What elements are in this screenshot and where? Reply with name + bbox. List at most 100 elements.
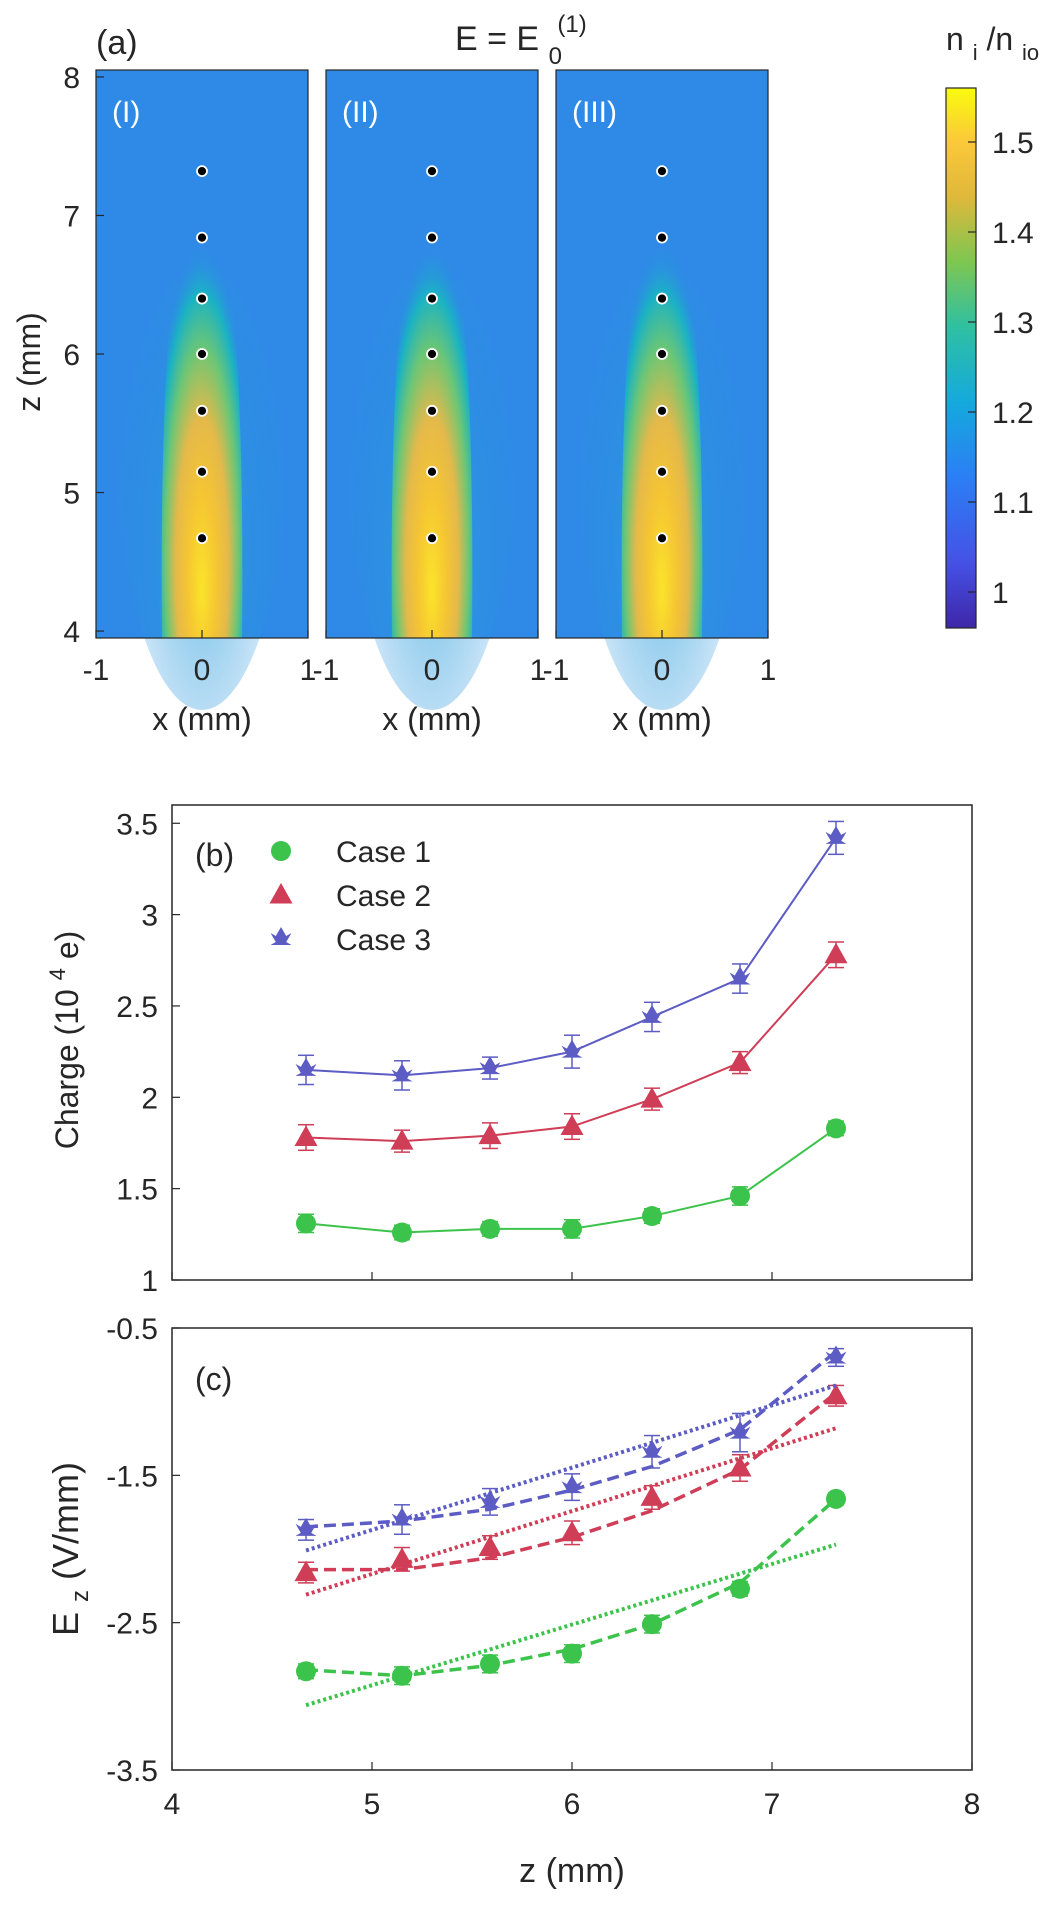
circle-marker	[562, 1643, 582, 1664]
panel-c-x-tick-label: 7	[764, 1788, 781, 1821]
panel-c-ylabel-sub: z	[67, 1590, 94, 1602]
panel-b-ylabel-main: Charge (10	[49, 989, 85, 1149]
star-marker	[641, 1439, 663, 1458]
colorbar-label-i: i	[973, 40, 978, 65]
dust-particle	[196, 348, 208, 360]
panel-c-y-tick-label: -3.5	[106, 1755, 158, 1788]
dust-particle	[656, 231, 668, 244]
panel-b-series-2	[294, 941, 848, 1153]
panel-c-y-tick-label: -2.5	[106, 1608, 158, 1641]
panel-a-title-base: E = E	[455, 20, 539, 58]
heatmap-x-axis-label: x (mm)	[382, 701, 482, 737]
colorbar-label-io: io	[1022, 40, 1039, 65]
dust-particle	[426, 404, 438, 417]
colorbar-tick-label: 1	[992, 577, 1009, 610]
panel-c-y-tick-label: -1.5	[106, 1460, 158, 1493]
panel-b-y-tick-label: 2.5	[116, 991, 158, 1024]
panel-b-plot: 1 1.5 2 2.5 3 3.5	[116, 808, 973, 1298]
circle-marker	[562, 1218, 582, 1239]
panel-b-series-1	[296, 1118, 846, 1243]
dust-particle	[426, 165, 438, 178]
star-marker	[729, 966, 751, 985]
colorbar-label-slash: /n	[986, 21, 1013, 57]
dust-particle	[196, 465, 208, 478]
dust-particle	[196, 292, 208, 305]
heatmap-y-tick-label: 7	[63, 200, 80, 233]
panel-a-title-sub: 0	[549, 43, 562, 70]
heatmap-y-axis: 4 5 6 7 8	[63, 62, 104, 649]
circle-marker	[392, 1222, 412, 1243]
star-marker	[479, 1056, 501, 1075]
dust-particle	[426, 292, 438, 305]
star-marker	[561, 1475, 583, 1494]
colorbar-ticks: 1 1.1 1.2 1.3 1.4 1.5	[968, 127, 1034, 610]
panel-b-y-tick-label: 3	[141, 900, 158, 933]
colorbar-label-n: n	[946, 21, 964, 57]
dust-particle	[656, 532, 668, 545]
heatmap-panel-2: (II) -1 0 1 x (mm)	[313, 69, 547, 737]
circle-marker	[730, 1185, 750, 1206]
circle-marker	[480, 1653, 500, 1674]
heatmap-x-tick-label: 0	[194, 654, 211, 687]
star-marker	[479, 1489, 501, 1508]
panel-c-plot: -3.5 -2.5 -1.5 -0.5	[106, 1313, 848, 1788]
panel-c-x-tick-label: 4	[164, 1788, 181, 1821]
circle-marker	[730, 1578, 750, 1599]
colorbar-tick-label: 1.2	[992, 397, 1034, 430]
triangle-marker	[728, 1050, 752, 1072]
star-marker	[295, 1057, 317, 1076]
circle-marker	[480, 1218, 500, 1239]
heatmap-x-axis-label: x (mm)	[612, 701, 712, 737]
heatmap-y-tick-label: 5	[63, 478, 80, 511]
dust-particle	[426, 465, 438, 478]
panel-b-ylabel-exp: 4	[45, 968, 70, 980]
panel-c-label: (c)	[195, 1361, 232, 1397]
circle-marker	[296, 1213, 316, 1234]
panel-b-y-axis-label: Charge (10 4 e)	[36, 931, 85, 1150]
star-marker	[391, 1063, 413, 1082]
dust-particle	[656, 348, 668, 360]
heatmap-x-tick-label: -1	[543, 654, 570, 687]
panel-b-ylabel-unit: e)	[49, 931, 85, 959]
triangle-marker	[294, 1560, 318, 1582]
panel-b-label: (b)	[195, 837, 234, 873]
panel-b-y-tick-label: 1.5	[116, 1174, 158, 1207]
heatmap-x-tick-label: 1	[760, 654, 777, 687]
panel-b-series-3	[295, 820, 847, 1091]
legend: Case 1 Case 2 Case 3	[269, 836, 431, 957]
panel-c-x-tick-label: 6	[564, 1788, 581, 1821]
dust-particle	[656, 165, 668, 178]
circle-marker	[642, 1614, 662, 1635]
heatmap-x-tick-label: 0	[424, 654, 441, 687]
circle-marker	[826, 1488, 846, 1509]
dust-particle	[426, 532, 438, 545]
heatmap-panel-3: (III) -1 0 1 x (mm)	[543, 69, 777, 737]
heatmap-panel-label: (II)	[342, 96, 379, 129]
heatmap-panel-1: (I) -1 0 1 x (mm)	[83, 69, 316, 737]
dust-particle	[196, 404, 208, 417]
triangle-marker	[390, 1129, 414, 1150]
dust-particle	[196, 231, 208, 244]
heatmap-y-tick-label: 6	[63, 339, 80, 372]
heatmap-x-tick-label: -1	[313, 654, 340, 687]
panel-c-ylabel-main: E	[45, 1612, 86, 1636]
panel-c-y-axis-label: E z (V/mm)	[45, 1462, 96, 1636]
colorbar-tick-label: 1.3	[992, 307, 1034, 340]
star-marker	[270, 927, 292, 945]
triangle-marker	[728, 1455, 752, 1477]
heatmap-x-tick-label: 1	[530, 654, 547, 687]
dust-particle	[196, 532, 208, 545]
heatmap-panel-label: (III)	[572, 96, 617, 129]
panel-a-label: (a)	[96, 24, 138, 62]
dust-particle	[656, 465, 668, 478]
panel-c-ylabel-unit: (V/mm)	[45, 1462, 86, 1580]
heatmap-x-axis-label: x (mm)	[152, 701, 252, 737]
circle-marker	[392, 1665, 412, 1686]
circle-marker	[642, 1206, 662, 1227]
triangle-marker	[269, 883, 293, 904]
triangle-marker	[640, 1087, 664, 1108]
star-marker	[641, 1004, 663, 1023]
panel-b-y-tick-label: 2	[141, 1082, 158, 1115]
star-marker	[825, 825, 847, 844]
triangle-marker	[640, 1485, 664, 1506]
